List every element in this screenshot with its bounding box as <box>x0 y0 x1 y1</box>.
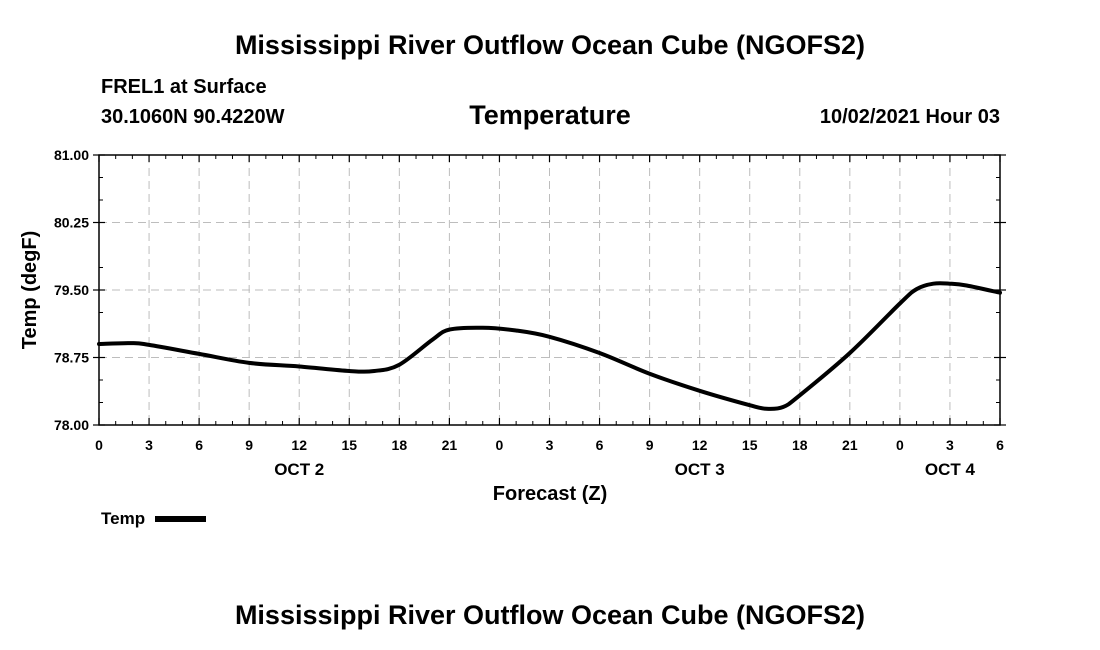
station-coordinates: 30.1060N 90.4220W <box>101 106 285 128</box>
x-axis-label: Forecast (Z) <box>493 483 607 505</box>
temp-series-line <box>97 281 1002 411</box>
x-tick-label: 6 <box>596 437 604 453</box>
x-tick-label: 12 <box>692 437 708 453</box>
x-tick-label: 6 <box>996 437 1004 453</box>
y-tick-label: 79.50 <box>54 282 89 298</box>
legend: Temp <box>101 509 207 529</box>
y-tick-label: 78.75 <box>54 350 89 366</box>
y-tick-label: 78.00 <box>54 417 89 433</box>
x-tick-label: 18 <box>392 437 408 453</box>
legend-label: Temp <box>101 509 146 528</box>
x-tick-label: 3 <box>946 437 954 453</box>
x-tick-label: 6 <box>195 437 203 453</box>
y-axis-label: Temp (degF) <box>19 231 41 350</box>
day-label: OCT 2 <box>274 460 324 479</box>
x-tick-label: 9 <box>245 437 253 453</box>
day-label: OCT 3 <box>675 460 725 479</box>
x-tick-label: 15 <box>341 437 357 453</box>
x-tick-label: 21 <box>842 437 858 453</box>
y-tick-label: 80.25 <box>54 215 89 231</box>
chart-title: Temperature <box>469 100 631 130</box>
x-tick-label: 0 <box>496 437 504 453</box>
x-tick-label: 3 <box>546 437 554 453</box>
x-tick-label: 15 <box>742 437 758 453</box>
forecast-datetime: 10/02/2021 Hour 03 <box>819 106 1000 128</box>
y-tick-label: 81.00 <box>54 147 89 163</box>
x-tick-label: 3 <box>145 437 153 453</box>
x-tick-label: 21 <box>442 437 458 453</box>
legend-swatch <box>155 516 207 522</box>
x-tick-label: 9 <box>646 437 654 453</box>
x-tick-label: 18 <box>792 437 808 453</box>
day-label: OCT 4 <box>925 460 976 479</box>
footer-title: Mississippi River Outflow Ocean Cube (NG… <box>234 600 866 630</box>
x-tick-label: 0 <box>95 437 103 453</box>
x-tick-label: 0 <box>896 437 904 453</box>
x-tick-label: 12 <box>291 437 307 453</box>
station-label: FREL1 at Surface <box>101 76 267 98</box>
page-title: Mississippi River Outflow Ocean Cube (NG… <box>234 30 866 60</box>
plot-frame <box>98 154 1001 426</box>
